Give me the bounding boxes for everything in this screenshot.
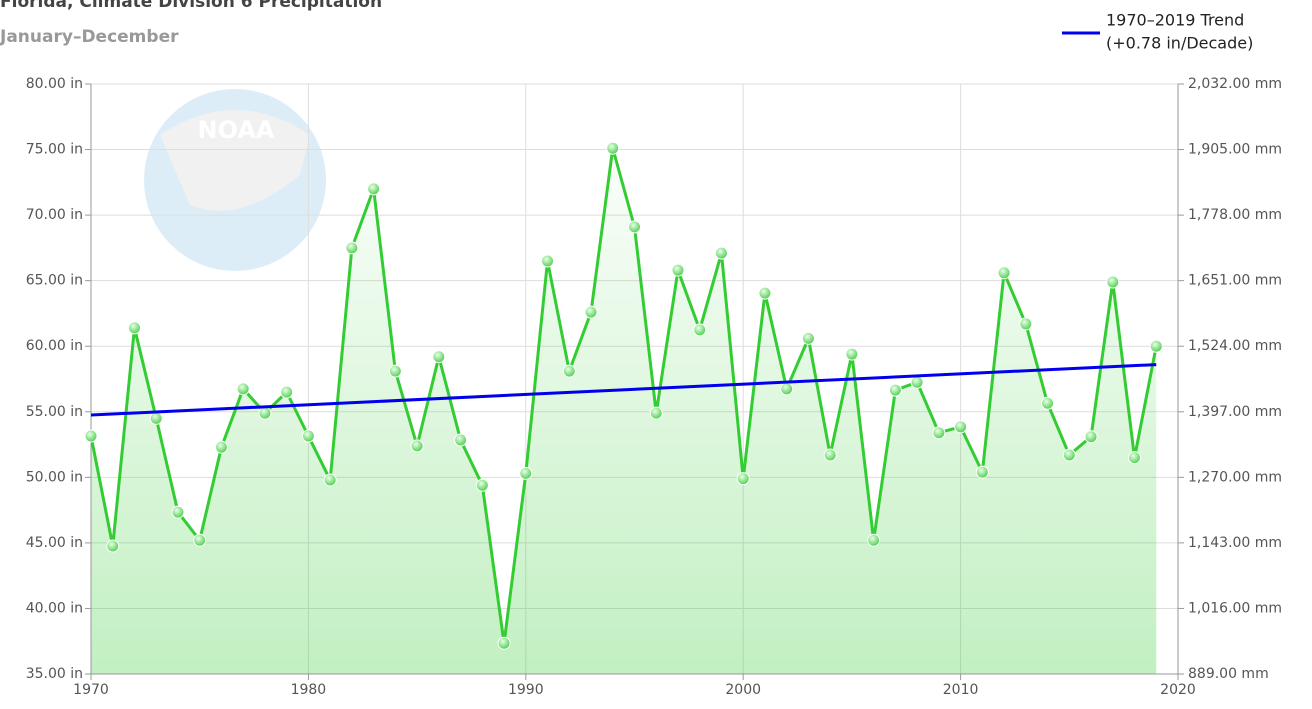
y-tick-label: 80.00 in — [26, 76, 83, 92]
point — [1041, 396, 1055, 410]
y-tick-label: 40.00 in — [26, 600, 83, 616]
y2-tick-label: 1,778.00 mm — [1188, 207, 1282, 223]
y2-tick-label: 889.00 mm — [1188, 666, 1269, 682]
point — [432, 350, 446, 364]
point — [301, 429, 315, 443]
legend-label: (+0.78 in/Decade) — [1106, 34, 1253, 53]
point — [736, 472, 750, 486]
x-tick-label: 2010 — [943, 682, 979, 698]
area — [91, 148, 1157, 674]
y-tick-label: 75.00 in — [26, 142, 83, 158]
watermark-logo — [144, 89, 326, 271]
point — [910, 375, 924, 389]
x-tick-label: 1990 — [508, 682, 544, 698]
point — [1128, 451, 1142, 465]
point — [106, 539, 120, 553]
point — [932, 426, 946, 440]
point — [975, 465, 989, 479]
point — [997, 266, 1011, 280]
point — [345, 241, 359, 255]
point — [1062, 448, 1076, 462]
point — [714, 246, 728, 260]
point — [214, 440, 228, 454]
x-tick-label: 1980 — [291, 682, 327, 698]
point — [758, 286, 772, 300]
y2-tick-label: 1,270.00 mm — [1188, 469, 1282, 485]
trend-line — [90, 363, 1157, 417]
point — [388, 364, 402, 378]
point — [1106, 275, 1120, 289]
y-tick-label: 45.00 in — [26, 535, 83, 551]
y-tick-label: 65.00 in — [26, 273, 83, 289]
point — [127, 321, 141, 335]
point — [628, 220, 641, 234]
y2-tick-label: 1,651.00 mm — [1188, 273, 1282, 289]
point — [1149, 339, 1163, 353]
point — [280, 385, 294, 399]
y2-tick-label: 1,524.00 mm — [1188, 338, 1282, 354]
point — [606, 141, 620, 155]
point — [867, 533, 881, 547]
y-tick-label: 60.00 in — [26, 338, 83, 354]
y-tick-label: 50.00 in — [26, 469, 83, 485]
point — [475, 478, 489, 492]
point — [845, 347, 859, 361]
point — [84, 429, 98, 443]
y2-tick-label: 2,032.00 mm — [1188, 76, 1282, 92]
point — [519, 466, 533, 480]
x-tick-label: 1970 — [73, 682, 109, 698]
point — [367, 182, 381, 196]
point — [584, 305, 598, 319]
point — [693, 323, 707, 337]
y2-tick-label: 1,905.00 mm — [1188, 142, 1282, 158]
y2-tick-label: 1,143.00 mm — [1188, 535, 1282, 551]
point — [171, 505, 185, 519]
point — [823, 448, 837, 462]
y-tick-label: 35.00 in — [26, 666, 83, 682]
point — [562, 364, 576, 378]
point — [801, 331, 815, 345]
point — [671, 263, 685, 277]
watermark-text: NOAA — [198, 116, 275, 144]
legend-label: 1970–2019 Trend — [1106, 11, 1244, 30]
point — [497, 636, 511, 650]
x-tick-label: 2000 — [725, 682, 761, 698]
point — [888, 383, 902, 397]
point — [149, 411, 163, 425]
point — [258, 406, 272, 420]
point — [1084, 430, 1098, 444]
point — [954, 420, 968, 434]
y-tick-label: 55.00 in — [26, 404, 83, 420]
chart-title: Florida, Climate Division 6 Precipitatio… — [0, 0, 382, 12]
point — [323, 473, 337, 487]
y2-tick-label: 1,016.00 mm — [1188, 600, 1282, 616]
y2-tick-label: 1,397.00 mm — [1188, 404, 1282, 420]
y-tick-label: 70.00 in — [26, 207, 83, 223]
x-tick-label: 2020 — [1160, 682, 1196, 698]
point — [454, 433, 468, 447]
point — [193, 533, 207, 547]
chart-subtitle: January–December — [0, 27, 179, 47]
point — [780, 382, 794, 396]
point — [541, 254, 555, 268]
point — [1019, 317, 1033, 331]
point — [236, 382, 250, 396]
point — [649, 406, 663, 420]
point — [410, 439, 424, 453]
